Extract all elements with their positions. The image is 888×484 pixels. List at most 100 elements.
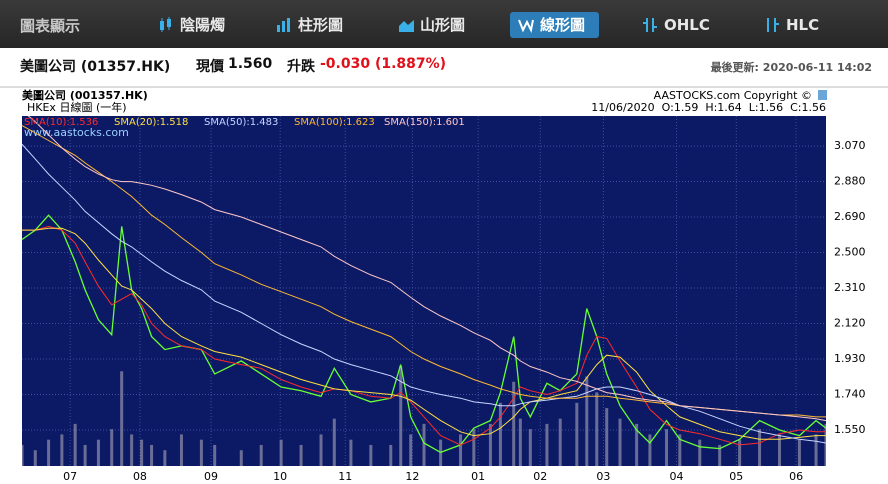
y-tick-label: 1.550 xyxy=(834,423,866,436)
toolbar: 圖表顯示 陰陽燭 柱形圖 山形圖 線形圖 OHLC HLC xyxy=(0,0,888,48)
legend-entry: SMA(100):1.623 xyxy=(294,117,375,128)
chart-title: 美圖公司 (001357.HK) xyxy=(22,88,148,102)
volume-bar xyxy=(648,434,652,466)
y-tick-label: 2.310 xyxy=(834,281,866,294)
y-tick-label: 3.070 xyxy=(834,139,866,152)
volume-bar xyxy=(259,444,263,466)
volume-bar xyxy=(389,444,393,466)
legend-entry: SMA(150):1.601 xyxy=(384,117,465,128)
volume-bar xyxy=(518,418,522,466)
series-line xyxy=(22,225,826,446)
volume-bar xyxy=(73,423,77,466)
volume-bar xyxy=(777,434,781,466)
copyright: AASTOCKS.com Copyright © xyxy=(654,89,812,102)
button-label: 山形圖 xyxy=(420,16,466,34)
chart-type-button[interactable]: HLC xyxy=(756,12,827,38)
plot-area xyxy=(22,116,826,466)
quote-bar: 美圖公司 (01357.HK) 現價 1.560 升跌 -0.030 (1.88… xyxy=(0,48,888,82)
y-tick-label: 2.120 xyxy=(834,316,866,329)
y-tick-label: 1.930 xyxy=(834,352,866,365)
icon xyxy=(277,18,290,32)
x-tick-label: 02 xyxy=(533,470,547,483)
y-tick-label: 1.740 xyxy=(834,387,866,400)
volume-bar xyxy=(558,418,562,466)
volume-bar xyxy=(213,444,217,466)
icon xyxy=(399,20,414,32)
volume-bar xyxy=(83,444,87,466)
x-tick-label: 10 xyxy=(273,470,287,483)
volume-bar xyxy=(239,450,243,466)
volume-bar xyxy=(179,434,183,466)
series-line xyxy=(22,143,826,444)
chart-type-button[interactable]: 線形圖 xyxy=(510,12,600,38)
volume-bar xyxy=(409,434,413,466)
ohlc-readout: 11/06/2020 O:1.59 H:1.64 L:1.56 C:1.56 xyxy=(591,101,826,114)
volume-bar xyxy=(422,423,426,466)
volume-bar xyxy=(758,429,762,466)
volume-bar xyxy=(60,434,64,466)
y-tick-label: 2.880 xyxy=(834,175,866,188)
volume-bar xyxy=(22,444,24,466)
icon xyxy=(643,18,657,32)
button-label: 陰陽燭 xyxy=(180,16,226,34)
series-line xyxy=(22,125,826,418)
toolbar-title: 圖表顯示 xyxy=(20,17,81,35)
series-line xyxy=(27,116,826,422)
x-tick-label: 07 xyxy=(63,470,77,483)
volume-bar xyxy=(718,444,722,466)
volume-bar xyxy=(585,376,589,466)
volume-bar xyxy=(459,434,463,466)
volume-bar xyxy=(635,423,639,466)
y-tick-label: 2.690 xyxy=(834,210,866,223)
x-tick-label: 03 xyxy=(596,470,610,483)
x-tick-label: 05 xyxy=(729,470,743,483)
volume-bar xyxy=(140,439,144,466)
chart: 美圖公司 (001357.HK) HKEx 日線圖 (一年) AASTOCKS.… xyxy=(0,86,888,483)
x-tick-label: 08 xyxy=(133,470,147,483)
volume-bar xyxy=(545,423,549,466)
icon xyxy=(518,19,534,33)
volume-bar xyxy=(528,429,532,466)
chart-type-button[interactable]: 山形圖 xyxy=(390,12,473,38)
button-label: 線形圖 xyxy=(540,16,586,34)
volume-bar xyxy=(319,434,323,466)
change: -0.030 (1.887%) xyxy=(320,56,447,72)
volume-bar xyxy=(824,423,826,466)
icon xyxy=(818,90,827,100)
chart-type-button[interactable]: OHLC xyxy=(634,12,718,38)
volume-bar xyxy=(130,434,134,466)
volume-bar xyxy=(814,434,818,466)
volume-bar xyxy=(605,408,609,466)
volume-bar xyxy=(797,439,801,466)
volume-bar xyxy=(698,439,702,466)
price-label: 現價 xyxy=(196,59,224,75)
button-label: 柱形圖 xyxy=(298,16,344,34)
price: 1.560 xyxy=(228,56,273,72)
button-label: OHLC xyxy=(664,16,710,34)
stock-name: 美圖公司 (01357.HK) xyxy=(20,59,171,75)
icon xyxy=(767,18,779,32)
volume-bar xyxy=(110,429,114,466)
volume-bar xyxy=(595,392,599,466)
series-line xyxy=(22,227,826,440)
volume-bar xyxy=(349,439,353,466)
x-tick-label: 04 xyxy=(669,470,683,483)
volume-bar xyxy=(472,429,476,466)
chart-type-button[interactable]: 柱形圖 xyxy=(268,12,351,38)
x-tick-label: 01 xyxy=(471,470,485,483)
watermark: www.aastocks.com xyxy=(24,126,129,139)
volume-bar xyxy=(96,439,100,466)
volume-bar xyxy=(299,444,303,466)
volume-bar xyxy=(163,450,167,466)
legend-entry: SMA(10):1.536 xyxy=(24,117,98,128)
volume-bar xyxy=(665,429,669,466)
last-updated: 最後更新: 2020-06-11 14:02 xyxy=(710,61,872,74)
x-tick-label: 12 xyxy=(405,470,419,483)
volume-bar xyxy=(678,434,682,466)
chart-type-button[interactable]: 陰陽燭 xyxy=(150,12,233,38)
volume-bar xyxy=(33,450,37,466)
volume-bar xyxy=(199,439,203,466)
x-tick-label: 06 xyxy=(789,470,803,483)
volume-bar xyxy=(618,418,622,466)
